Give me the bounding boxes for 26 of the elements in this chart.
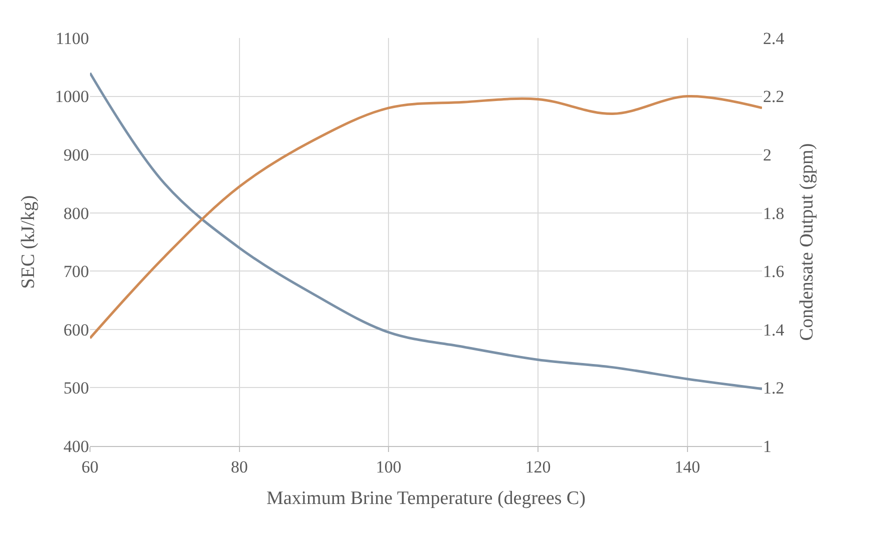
y-tick-label: 900 — [64, 146, 89, 165]
line-series — [90, 72, 762, 390]
line-series — [90, 94, 762, 340]
x-tick-label: 80 — [230, 457, 248, 476]
x-axis-title: Maximum Brine Temperature (degrees C) — [266, 488, 586, 510]
x-tick-label: 100 — [376, 457, 402, 476]
y2-tick-label: 1 — [763, 436, 772, 456]
y2-tick-label: 2 — [763, 146, 772, 165]
y-tick-label: 600 — [64, 320, 89, 340]
y-tick-label: 1000 — [55, 87, 89, 106]
y-tick-label: 1100 — [56, 28, 89, 48]
y2-tick-label: 2.2 — [763, 87, 784, 106]
y-tick-label: 500 — [64, 378, 89, 398]
x-tick-label: 140 — [674, 457, 700, 476]
x-tick-label: 60 — [82, 457, 98, 476]
y2-tick-label: 1.2 — [763, 378, 784, 398]
y2-tick-label: 1.4 — [763, 320, 785, 340]
y-tick-label: 800 — [64, 204, 89, 223]
y2-tick-label: 2.4 — [763, 28, 785, 48]
y2-tick-label: 1.8 — [763, 204, 784, 223]
y-axis-title: SEC (kJ/kg) — [18, 195, 39, 289]
y2-axis-title: Condensate Output (gpm) — [796, 143, 818, 341]
y2-tick-label: 1.6 — [763, 262, 784, 282]
x-tick-label: 120 — [525, 457, 551, 476]
y-tick-label: 400 — [64, 436, 89, 456]
y-tick-label: 700 — [64, 262, 89, 282]
